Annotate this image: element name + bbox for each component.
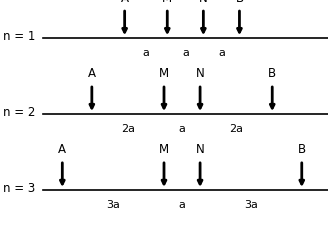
- Text: A: A: [58, 143, 66, 156]
- Text: M: M: [159, 143, 169, 156]
- Text: M: M: [162, 0, 172, 5]
- Text: a: a: [179, 199, 185, 209]
- Text: n = 1: n = 1: [3, 30, 36, 43]
- Text: 3a: 3a: [244, 199, 258, 209]
- Text: A: A: [121, 0, 129, 5]
- Text: B: B: [298, 143, 306, 156]
- Text: a: a: [179, 124, 185, 134]
- Text: 2a: 2a: [121, 124, 135, 134]
- Text: n = 2: n = 2: [3, 106, 36, 119]
- Text: 2a: 2a: [229, 124, 243, 134]
- Text: a: a: [182, 48, 189, 58]
- Text: M: M: [159, 67, 169, 80]
- Text: a: a: [143, 48, 149, 58]
- Text: A: A: [88, 67, 96, 80]
- Text: B: B: [268, 67, 276, 80]
- Text: N: N: [196, 143, 204, 156]
- Text: a: a: [218, 48, 225, 58]
- Text: N: N: [196, 67, 204, 80]
- Text: B: B: [236, 0, 243, 5]
- Text: 3a: 3a: [106, 199, 120, 209]
- Text: n = 3: n = 3: [3, 181, 35, 194]
- Text: N: N: [199, 0, 208, 5]
